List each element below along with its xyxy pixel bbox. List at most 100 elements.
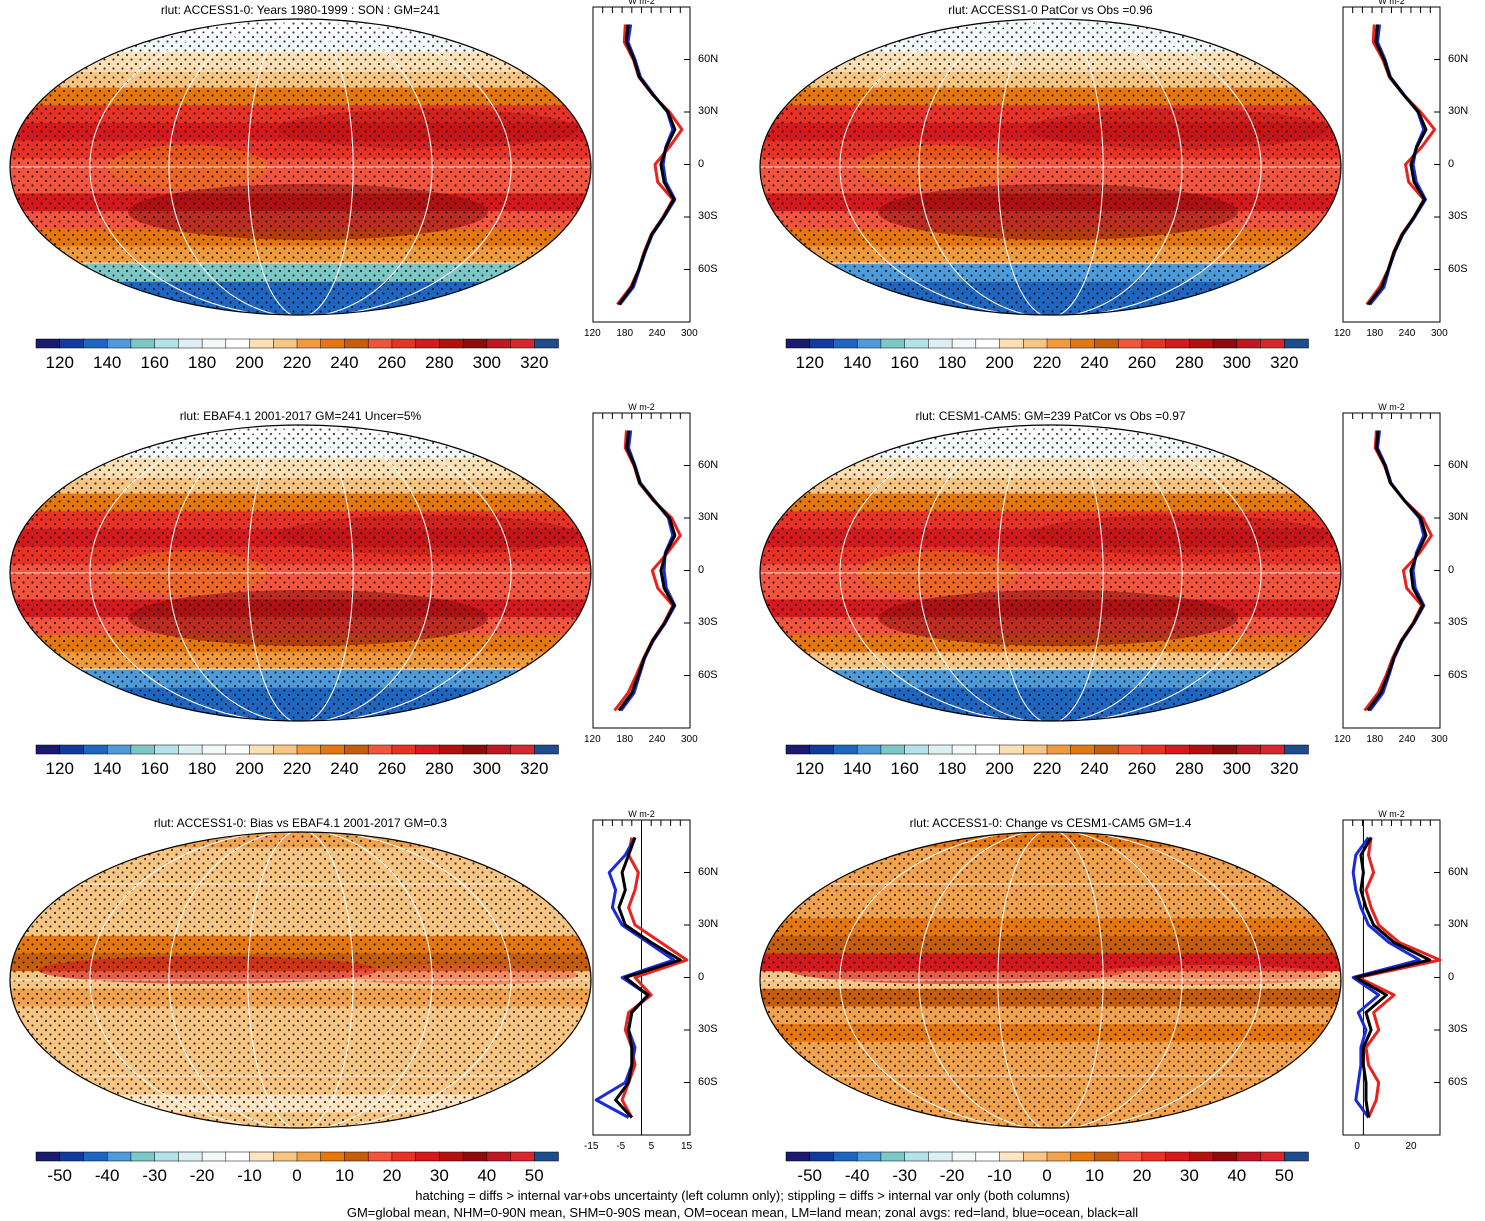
zonal-mean-plot bbox=[1342, 6, 1441, 323]
colorbar-tick-label: 120 bbox=[45, 353, 74, 372]
colorbar-tick-label: 220 bbox=[282, 759, 312, 778]
map-outline bbox=[759, 424, 1342, 722]
zonal-land-line bbox=[1356, 837, 1442, 1119]
map-6 bbox=[759, 831, 1342, 1129]
map-title: rlut: ACCESS1-0 PatCor vs Obs =0.96 bbox=[948, 3, 1153, 17]
zonal-x-tick-label: 240 bbox=[648, 328, 666, 339]
gridline-lon bbox=[997, 832, 1104, 1128]
map-outline bbox=[9, 831, 592, 1129]
colorbar-tick-label: 180 bbox=[187, 353, 217, 372]
colorbar-tick-label: 160 bbox=[140, 353, 169, 372]
colorbar-swatch bbox=[367, 1151, 393, 1162]
gridline-lon bbox=[839, 425, 1262, 721]
colorbar-tick-label: 30 bbox=[429, 1166, 449, 1185]
colorbar-tick-label: 300 bbox=[1222, 759, 1251, 778]
colorbar-swatch bbox=[1284, 338, 1309, 349]
zonal-units-label: W m-2 bbox=[1378, 0, 1405, 6]
colorbar-tick-label: 260 bbox=[1127, 353, 1157, 372]
zonal-x-tick-label: 240 bbox=[1398, 734, 1416, 745]
colorbar-swatch bbox=[785, 1151, 811, 1162]
colorbar-swatch bbox=[59, 338, 85, 349]
colorbar-swatch bbox=[59, 744, 85, 755]
colorbar-swatch bbox=[225, 1151, 251, 1162]
colorbar-swatch bbox=[1023, 1151, 1048, 1162]
colorbar-tick-label: 300 bbox=[1222, 353, 1251, 372]
gridline-lon bbox=[247, 832, 354, 1128]
gridline-lon bbox=[839, 19, 1262, 315]
colorbar-swatch bbox=[951, 1151, 977, 1162]
colorbar-swatch bbox=[462, 1151, 488, 1162]
colorbar-tick-label: 160 bbox=[890, 353, 919, 372]
colorbar-tick-label: 0 bbox=[1042, 1166, 1052, 1185]
colorbar-tick-label: 180 bbox=[937, 759, 967, 778]
colorbar-swatch bbox=[439, 744, 464, 755]
colorbar-swatch bbox=[1189, 744, 1214, 755]
zonal-x-tick-label: -5 bbox=[616, 1141, 626, 1152]
colorbar-swatch bbox=[486, 338, 512, 349]
zonal-units-label: W m-2 bbox=[1378, 809, 1405, 819]
colorbar-swatch bbox=[1023, 744, 1048, 755]
colorbar-swatch bbox=[534, 338, 559, 349]
zonal-land-line bbox=[616, 24, 684, 306]
colorbar bbox=[35, 338, 559, 349]
colorbar-tick-label: 220 bbox=[1032, 759, 1062, 778]
colorbar-swatch bbox=[1046, 338, 1072, 349]
colorbar-tick-label: 160 bbox=[140, 759, 169, 778]
colorbar-swatch bbox=[273, 1151, 298, 1162]
map-title: rlut: CESM1-CAM5: GM=239 PatCor vs Obs =… bbox=[915, 409, 1186, 423]
zonal-x-tick-label: 240 bbox=[1398, 328, 1416, 339]
colorbar-swatch bbox=[809, 338, 835, 349]
colorbar-tick-label: 50 bbox=[1274, 1166, 1294, 1185]
colorbar-swatch bbox=[130, 1151, 156, 1162]
colorbar-swatch bbox=[785, 338, 811, 349]
colorbar-tick-label: 30 bbox=[1179, 1166, 1199, 1185]
colorbar-tick-label: 240 bbox=[1080, 759, 1109, 778]
gridline-lon bbox=[168, 832, 433, 1128]
colorbar-swatch bbox=[367, 338, 393, 349]
zonal-frame bbox=[592, 6, 691, 323]
zonal-units-label: W m-2 bbox=[1378, 402, 1405, 412]
zonal-x-tick-label: 240 bbox=[648, 734, 666, 745]
colorbar-swatch bbox=[225, 338, 251, 349]
colorbar-tick-label: 260 bbox=[377, 759, 407, 778]
zonal-lat-label: 30S bbox=[1448, 1023, 1468, 1035]
map-field bbox=[10, 832, 591, 1128]
colorbar-swatch bbox=[344, 1151, 369, 1162]
colorbar-swatch bbox=[510, 1151, 536, 1162]
colorbar-swatch bbox=[856, 338, 882, 349]
map-outline bbox=[759, 831, 1342, 1129]
colorbar-tick-label: 320 bbox=[1270, 759, 1299, 778]
zonal-lat-label: 60N bbox=[698, 52, 719, 65]
colorbar-tick-label: 280 bbox=[1175, 353, 1204, 372]
colorbar-tick-label: 120 bbox=[795, 353, 824, 372]
colorbar-swatch bbox=[975, 744, 1001, 755]
colorbar-tick-label: 50 bbox=[524, 1166, 544, 1185]
colorbar-swatch bbox=[1189, 338, 1214, 349]
zonal-lat-label: 0 bbox=[698, 970, 705, 983]
zonal-lat-label: 30S bbox=[1448, 616, 1468, 628]
colorbar-tick-label: -20 bbox=[939, 1166, 965, 1185]
colorbar-swatch bbox=[1189, 1151, 1214, 1162]
map-3 bbox=[9, 424, 592, 722]
colorbar bbox=[35, 1151, 559, 1162]
colorbar-swatch bbox=[880, 744, 906, 755]
colorbar-swatch bbox=[534, 1151, 559, 1162]
colorbar-swatch bbox=[415, 744, 441, 755]
colorbar-swatch bbox=[201, 1151, 227, 1162]
zonal-all-line bbox=[617, 430, 677, 712]
colorbar-swatch bbox=[510, 744, 536, 755]
map-5 bbox=[9, 831, 592, 1129]
colorbar-swatch bbox=[809, 744, 835, 755]
colorbar-swatch bbox=[904, 744, 930, 755]
zonal-lat-label: 30N bbox=[1448, 105, 1469, 117]
colorbar-swatch bbox=[1165, 338, 1191, 349]
colorbar-swatch bbox=[1094, 744, 1119, 755]
colorbar-swatch bbox=[1070, 1151, 1096, 1162]
colorbar-swatch bbox=[1284, 744, 1309, 755]
zonal-land-line bbox=[1363, 430, 1433, 712]
colorbar-swatch bbox=[439, 338, 464, 349]
colorbar-tick-label: 220 bbox=[1032, 353, 1062, 372]
colorbar-swatch bbox=[249, 338, 275, 349]
zonal-lat-label: 60S bbox=[698, 1075, 718, 1088]
colorbar bbox=[785, 1151, 1309, 1162]
